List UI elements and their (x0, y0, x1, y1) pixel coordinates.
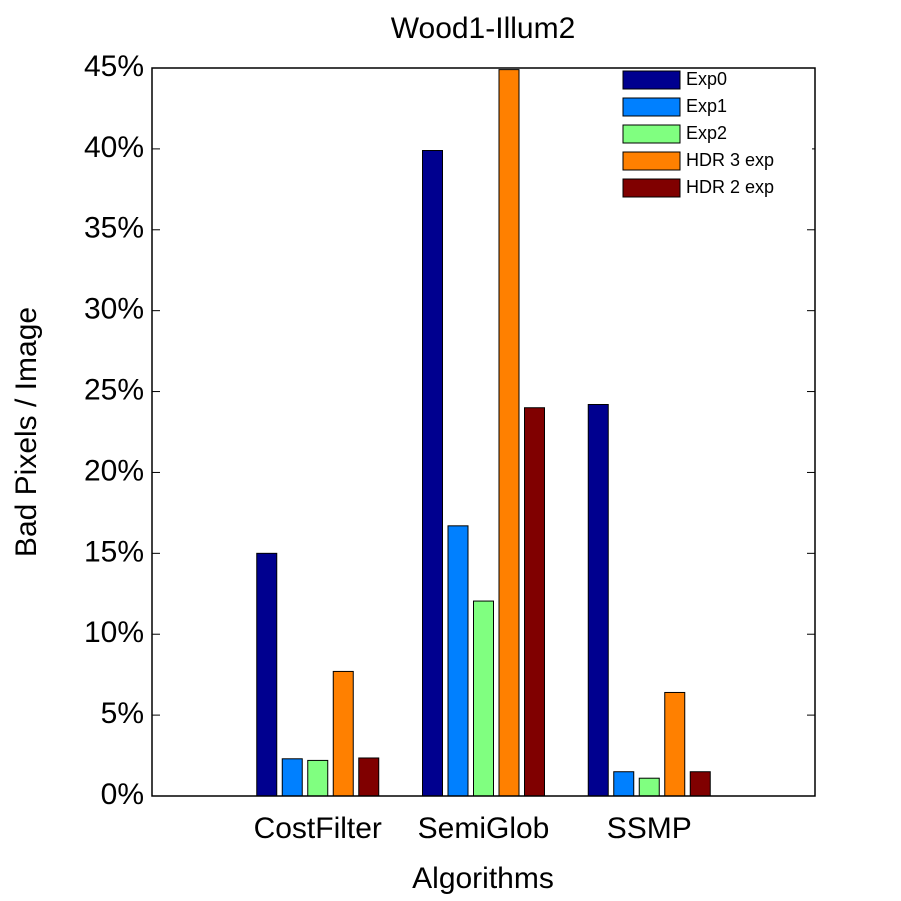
y-tick-label: 5% (101, 697, 144, 730)
bar (332, 670, 354, 797)
y-tick-label: 25% (84, 373, 144, 406)
legend-swatch (622, 124, 681, 144)
bar (587, 403, 609, 797)
y-tick-label: 15% (84, 535, 144, 568)
legend-label: HDR 3 exp (686, 150, 774, 170)
plot-frame (151, 67, 816, 797)
x-tick-label: SSMP (607, 812, 692, 845)
bar (524, 407, 545, 797)
y-tick-label: 20% (84, 454, 144, 487)
y-tick-label: 0% (101, 778, 144, 811)
bar (447, 525, 469, 797)
legend-swatch (622, 97, 681, 117)
legend-swatch (622, 178, 681, 198)
bar (638, 777, 660, 797)
bar (613, 771, 635, 797)
x-tick-label: SemiGlob (418, 812, 550, 845)
y-tick-label: 10% (84, 616, 144, 649)
y-tick-label: 45% (84, 50, 144, 83)
chart-title: Wood1-Illum2 (391, 12, 576, 45)
y-tick-label: 35% (84, 212, 144, 245)
bar (281, 758, 303, 797)
legend-swatch (622, 70, 681, 90)
legend-swatch (622, 151, 681, 171)
bar (473, 600, 494, 797)
bar (498, 69, 520, 797)
legend-label: Exp0 (686, 69, 727, 89)
x-tick-label: CostFilter (254, 812, 382, 845)
bar (256, 552, 278, 797)
x-axis-label: Algorithms (412, 862, 554, 895)
bar (307, 759, 329, 797)
legend-label: HDR 2 exp (686, 177, 774, 197)
y-tick-label: 40% (84, 131, 144, 164)
bar (664, 691, 686, 797)
bar (689, 771, 711, 797)
legend-label: Exp1 (686, 96, 727, 116)
y-tick-label: 30% (84, 293, 144, 326)
legend-label: Exp2 (686, 123, 727, 143)
bar (422, 150, 443, 797)
bar (358, 757, 380, 797)
y-axis-label: Bad Pixels / Image (10, 307, 43, 557)
